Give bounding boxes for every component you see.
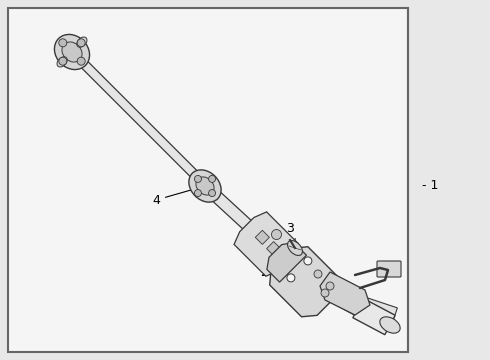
Bar: [8, 8, 408, 352]
Text: 4: 4: [152, 186, 201, 207]
Polygon shape: [201, 181, 259, 237]
Ellipse shape: [189, 170, 221, 202]
Polygon shape: [311, 275, 379, 324]
Polygon shape: [263, 238, 305, 278]
Polygon shape: [320, 272, 370, 315]
Text: - 1: - 1: [422, 179, 439, 192]
Ellipse shape: [62, 42, 82, 62]
Circle shape: [195, 190, 201, 197]
Circle shape: [314, 270, 322, 278]
Circle shape: [321, 289, 329, 297]
Ellipse shape: [54, 35, 90, 69]
Polygon shape: [69, 49, 198, 178]
Circle shape: [77, 39, 85, 47]
Text: 3: 3: [286, 222, 295, 244]
Polygon shape: [234, 212, 298, 276]
Circle shape: [209, 190, 216, 197]
Polygon shape: [267, 242, 281, 256]
Circle shape: [195, 175, 201, 183]
Circle shape: [59, 57, 67, 65]
FancyBboxPatch shape: [377, 261, 401, 277]
Circle shape: [77, 57, 85, 65]
Polygon shape: [267, 243, 306, 282]
Ellipse shape: [288, 240, 302, 256]
Ellipse shape: [77, 37, 87, 47]
Polygon shape: [347, 293, 397, 322]
Ellipse shape: [196, 177, 214, 195]
Circle shape: [304, 257, 312, 265]
Ellipse shape: [57, 57, 67, 67]
Circle shape: [287, 274, 295, 282]
Ellipse shape: [380, 317, 400, 333]
Circle shape: [59, 39, 67, 47]
Polygon shape: [353, 298, 395, 335]
Circle shape: [326, 282, 334, 290]
Circle shape: [209, 175, 216, 183]
Polygon shape: [255, 230, 270, 244]
Circle shape: [271, 230, 281, 239]
Text: 2: 2: [260, 266, 301, 279]
Polygon shape: [270, 247, 340, 317]
